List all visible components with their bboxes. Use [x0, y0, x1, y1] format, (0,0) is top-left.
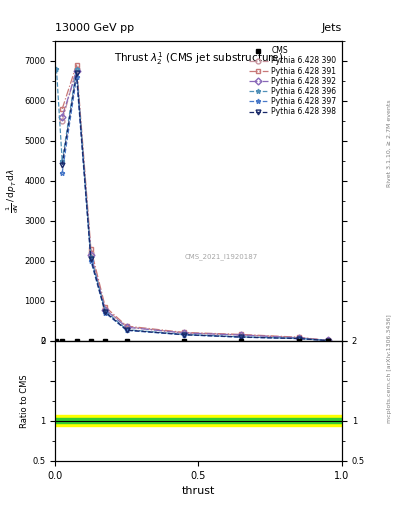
CMS [74, 337, 79, 344]
Pythia 6.428 390 [125, 324, 129, 330]
Line: Pythia 6.428 396: Pythia 6.428 396 [54, 67, 330, 343]
Pythia 6.428 398 [74, 70, 79, 76]
Legend: CMS, Pythia 6.428 390, Pythia 6.428 391, Pythia 6.428 392, Pythia 6.428 396, Pyt: CMS, Pythia 6.428 390, Pythia 6.428 391,… [247, 45, 338, 118]
Pythia 6.428 398 [103, 309, 108, 315]
Pythia 6.428 398 [182, 332, 187, 338]
Pythia 6.428 397 [60, 170, 64, 176]
Pythia 6.428 396 [325, 337, 330, 344]
Pythia 6.428 397 [182, 332, 187, 338]
Pythia 6.428 396 [239, 334, 244, 340]
Pythia 6.428 392 [125, 324, 129, 330]
Line: Pythia 6.428 390: Pythia 6.428 390 [60, 67, 330, 343]
Pythia 6.428 392 [325, 337, 330, 344]
Text: Rivet 3.1.10, ≥ 2.7M events: Rivet 3.1.10, ≥ 2.7M events [387, 99, 392, 187]
Pythia 6.428 391 [103, 304, 108, 310]
Y-axis label: Ratio to CMS: Ratio to CMS [20, 374, 29, 428]
Text: CMS_2021_I1920187: CMS_2021_I1920187 [185, 253, 258, 260]
Pythia 6.428 391 [182, 329, 187, 335]
CMS [54, 337, 59, 344]
Pythia 6.428 398 [325, 337, 330, 344]
X-axis label: thrust: thrust [182, 486, 215, 496]
Pythia 6.428 390 [297, 334, 301, 340]
Pythia 6.428 390 [88, 250, 93, 256]
Pythia 6.428 392 [60, 114, 64, 120]
Pythia 6.428 396 [88, 254, 93, 260]
Pythia 6.428 392 [239, 332, 244, 338]
Pythia 6.428 398 [239, 334, 244, 340]
CMS [88, 337, 93, 344]
Y-axis label: $\frac{1}{\mathrm{d}N}\,/\,\mathrm{d}p_T\,\mathrm{d}\lambda$: $\frac{1}{\mathrm{d}N}\,/\,\mathrm{d}p_T… [5, 168, 21, 214]
CMS [182, 337, 187, 344]
Pythia 6.428 390 [182, 330, 187, 336]
Pythia 6.428 397 [103, 310, 108, 316]
CMS [325, 337, 330, 344]
Pythia 6.428 396 [74, 66, 79, 72]
Pythia 6.428 396 [182, 331, 187, 337]
Pythia 6.428 396 [125, 327, 129, 333]
Pythia 6.428 397 [325, 337, 330, 344]
Pythia 6.428 397 [239, 334, 244, 340]
Pythia 6.428 390 [74, 66, 79, 72]
Pythia 6.428 392 [182, 330, 187, 336]
Pythia 6.428 390 [60, 118, 64, 124]
Pythia 6.428 396 [297, 335, 301, 342]
Pythia 6.428 391 [125, 323, 129, 329]
Pythia 6.428 390 [239, 332, 244, 338]
Pythia 6.428 398 [88, 256, 93, 262]
CMS [239, 337, 244, 344]
Pythia 6.428 397 [125, 327, 129, 333]
Text: 13000 GeV pp: 13000 GeV pp [55, 23, 134, 33]
Line: Pythia 6.428 397: Pythia 6.428 397 [60, 75, 330, 343]
Pythia 6.428 391 [60, 106, 64, 112]
Text: mcplots.cern.ch [arXiv:1306.3436]: mcplots.cern.ch [arXiv:1306.3436] [387, 314, 392, 423]
Pythia 6.428 391 [239, 331, 244, 337]
CMS [297, 337, 301, 344]
Pythia 6.428 391 [74, 62, 79, 68]
Pythia 6.428 390 [103, 306, 108, 312]
Text: Thrust $\lambda_2^1$ (CMS jet substructure): Thrust $\lambda_2^1$ (CMS jet substructu… [114, 50, 283, 67]
Line: Pythia 6.428 392: Pythia 6.428 392 [60, 69, 330, 343]
Pythia 6.428 392 [103, 307, 108, 313]
Pythia 6.428 396 [54, 66, 59, 72]
Pythia 6.428 391 [325, 337, 330, 344]
Line: CMS: CMS [54, 338, 330, 343]
Pythia 6.428 391 [88, 246, 93, 252]
Text: Jets: Jets [321, 23, 342, 33]
Pythia 6.428 397 [88, 258, 93, 264]
Pythia 6.428 392 [88, 252, 93, 258]
Pythia 6.428 398 [60, 162, 64, 168]
CMS [60, 337, 64, 344]
Pythia 6.428 398 [297, 335, 301, 342]
Line: Pythia 6.428 398: Pythia 6.428 398 [60, 71, 330, 343]
CMS [103, 337, 108, 344]
Pythia 6.428 392 [297, 335, 301, 341]
Pythia 6.428 397 [74, 74, 79, 80]
Line: Pythia 6.428 391: Pythia 6.428 391 [60, 62, 330, 343]
Pythia 6.428 391 [297, 334, 301, 340]
Pythia 6.428 390 [325, 337, 330, 344]
CMS [125, 337, 129, 344]
Pythia 6.428 397 [297, 335, 301, 342]
Pythia 6.428 396 [60, 158, 64, 164]
Pythia 6.428 398 [125, 327, 129, 333]
Pythia 6.428 396 [103, 308, 108, 314]
Pythia 6.428 392 [74, 68, 79, 74]
